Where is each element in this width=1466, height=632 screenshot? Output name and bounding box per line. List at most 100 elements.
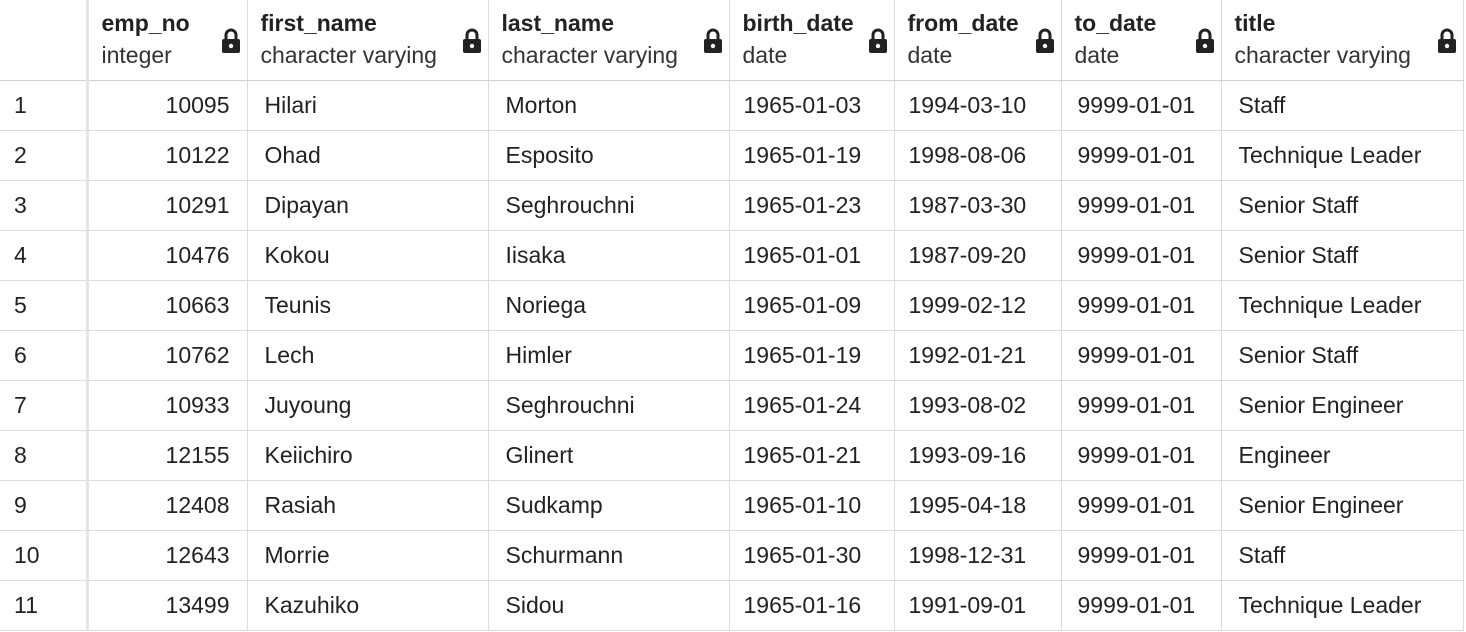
row-number-cell[interactable]: 11 [0,580,89,631]
table-row[interactable]: 5 10663 Teunis Noriega 1965-01-09 1999-02-12 9… [0,280,1464,331]
cell-emp-no[interactable]: 12643 [87,530,248,581]
cell-emp-no[interactable]: 10122 [87,130,248,181]
cell-emp-no[interactable]: 10476 [87,230,248,281]
cell-from-date[interactable]: 1995-04-18 [894,480,1062,531]
column-header-from-date[interactable]: from_date date [894,0,1062,81]
table-row[interactable]: 9 12408 Rasiah Sudkamp 1965-01-10 1995-04-18 9… [0,480,1464,531]
cell-emp-no[interactable]: 10762 [87,330,248,381]
cell-from-date[interactable]: 1992-01-21 [894,330,1062,381]
cell-to-date[interactable]: 9999-01-01 [1061,480,1222,531]
cell-to-date[interactable]: 9999-01-01 [1061,230,1222,281]
cell-first-name[interactable]: Dipayan [247,180,489,231]
cell-title[interactable]: Technique Leader [1221,580,1464,631]
row-number-cell[interactable]: 10 [0,530,89,581]
cell-emp-no[interactable]: 12408 [87,480,248,531]
cell-birth-date[interactable]: 1965-01-16 [729,580,895,631]
cell-title[interactable]: Engineer [1221,430,1464,481]
column-header-birth-date[interactable]: birth_date date [729,0,895,81]
cell-to-date[interactable]: 9999-01-01 [1061,530,1222,581]
table-row[interactable]: 1 10095 Hilari Morton 1965-01-03 1994-03-10 99… [0,80,1464,131]
cell-birth-date[interactable]: 1965-01-21 [729,430,895,481]
cell-last-name[interactable]: Morton [488,80,730,131]
table-row[interactable]: 7 10933 Juyoung Seghrouchni 1965-01-24 1993-0… [0,380,1464,431]
row-number-cell[interactable]: 4 [0,230,89,281]
table-row[interactable]: 3 10291 Dipayan Seghrouchni 1965-01-23 1987-0… [0,180,1464,231]
cell-birth-date[interactable]: 1965-01-19 [729,130,895,181]
cell-first-name[interactable]: Kokou [247,230,489,281]
cell-birth-date[interactable]: 1965-01-01 [729,230,895,281]
cell-birth-date[interactable]: 1965-01-19 [729,330,895,381]
cell-to-date[interactable]: 9999-01-01 [1061,330,1222,381]
cell-to-date[interactable]: 9999-01-01 [1061,180,1222,231]
cell-first-name[interactable]: Teunis [247,280,489,331]
row-number-cell[interactable]: 7 [0,380,89,431]
cell-title[interactable]: Technique Leader [1221,280,1464,331]
column-header-title[interactable]: title character varying [1221,0,1464,81]
cell-from-date[interactable]: 1998-12-31 [894,530,1062,581]
cell-to-date[interactable]: 9999-01-01 [1061,80,1222,131]
row-number-cell[interactable]: 2 [0,130,89,181]
column-header-emp-no[interactable]: emp_no integer [87,0,248,81]
cell-title[interactable]: Technique Leader [1221,130,1464,181]
cell-first-name[interactable]: Ohad [247,130,489,181]
cell-title[interactable]: Staff [1221,530,1464,581]
table-row[interactable]: 11 13499 Kazuhiko Sidou 1965-01-16 1991-09-01… [0,580,1464,631]
cell-birth-date[interactable]: 1965-01-10 [729,480,895,531]
row-number-cell[interactable]: 5 [0,280,89,331]
cell-from-date[interactable]: 1991-09-01 [894,580,1062,631]
cell-emp-no[interactable]: 12155 [87,430,248,481]
cell-title[interactable]: Senior Staff [1221,330,1464,381]
column-header-to-date[interactable]: to_date date [1061,0,1222,81]
cell-emp-no[interactable]: 10933 [87,380,248,431]
cell-to-date[interactable]: 9999-01-01 [1061,380,1222,431]
cell-from-date[interactable]: 1999-02-12 [894,280,1062,331]
cell-title[interactable]: Senior Engineer [1221,480,1464,531]
row-number-cell[interactable]: 6 [0,330,89,381]
table-row[interactable]: 2 10122 Ohad Esposito 1965-01-19 1998-08-06 99… [0,130,1464,181]
cell-last-name[interactable]: Schurmann [488,530,730,581]
cell-first-name[interactable]: Lech [247,330,489,381]
cell-birth-date[interactable]: 1965-01-30 [729,530,895,581]
cell-last-name[interactable]: Sudkamp [488,480,730,531]
cell-title[interactable]: Senior Engineer [1221,380,1464,431]
cell-last-name[interactable]: Sidou [488,580,730,631]
cell-from-date[interactable]: 1993-09-16 [894,430,1062,481]
cell-last-name[interactable]: Iisaka [488,230,730,281]
table-row[interactable]: 6 10762 Lech Himler 1965-01-19 1992-01-21 9999… [0,330,1464,381]
row-number-cell[interactable]: 8 [0,430,89,481]
cell-to-date[interactable]: 9999-01-01 [1061,430,1222,481]
cell-birth-date[interactable]: 1965-01-03 [729,80,895,131]
cell-birth-date[interactable]: 1965-01-24 [729,380,895,431]
cell-first-name[interactable]: Juyoung [247,380,489,431]
cell-birth-date[interactable]: 1965-01-09 [729,280,895,331]
cell-last-name[interactable]: Noriega [488,280,730,331]
cell-from-date[interactable]: 1987-03-30 [894,180,1062,231]
cell-first-name[interactable]: Hilari [247,80,489,131]
cell-last-name[interactable]: Seghrouchni [488,180,730,231]
cell-emp-no[interactable]: 10291 [87,180,248,231]
cell-last-name[interactable]: Esposito [488,130,730,181]
cell-emp-no[interactable]: 10095 [87,80,248,131]
cell-first-name[interactable]: Rasiah [247,480,489,531]
cell-to-date[interactable]: 9999-01-01 [1061,580,1222,631]
row-number-header[interactable] [0,0,89,81]
cell-title[interactable]: Staff [1221,80,1464,131]
cell-first-name[interactable]: Keiichiro [247,430,489,481]
cell-from-date[interactable]: 1998-08-06 [894,130,1062,181]
column-header-first-name[interactable]: first_name character varying [247,0,489,81]
cell-to-date[interactable]: 9999-01-01 [1061,130,1222,181]
row-number-cell[interactable]: 9 [0,480,89,531]
table-row[interactable]: 8 12155 Keiichiro Glinert 1965-01-21 1993-09-… [0,430,1464,481]
cell-emp-no[interactable]: 13499 [87,580,248,631]
cell-from-date[interactable]: 1993-08-02 [894,380,1062,431]
cell-emp-no[interactable]: 10663 [87,280,248,331]
cell-birth-date[interactable]: 1965-01-23 [729,180,895,231]
cell-last-name[interactable]: Glinert [488,430,730,481]
cell-title[interactable]: Senior Staff [1221,180,1464,231]
column-header-last-name[interactable]: last_name character varying [488,0,730,81]
table-row[interactable]: 4 10476 Kokou Iisaka 1965-01-01 1987-09-20 999… [0,230,1464,281]
cell-from-date[interactable]: 1994-03-10 [894,80,1062,131]
cell-title[interactable]: Senior Staff [1221,230,1464,281]
cell-to-date[interactable]: 9999-01-01 [1061,280,1222,331]
